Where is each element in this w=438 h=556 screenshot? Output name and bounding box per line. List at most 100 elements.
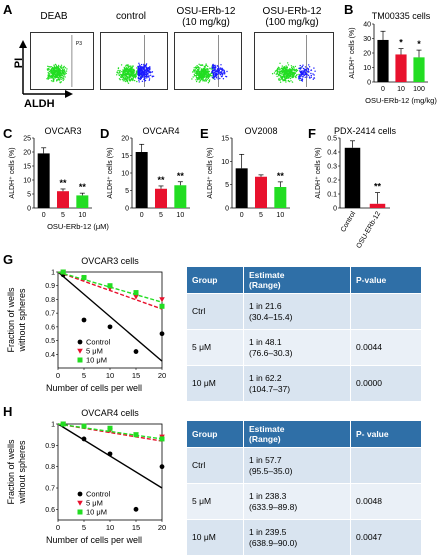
significance-mark: ** (374, 182, 382, 192)
x-tick-label: 0 (56, 523, 60, 532)
event-dot (195, 75, 197, 77)
y-tick-label: 20 (121, 136, 129, 143)
x-axis-label: OSU-ERb-12 (μM) (47, 222, 109, 231)
panel-letter-g: G (3, 252, 14, 267)
event-dot (63, 71, 65, 74)
event-dot (60, 66, 63, 68)
event-dot (289, 77, 292, 80)
event-dot (212, 69, 215, 71)
event-dot (53, 74, 55, 77)
event-dot (196, 77, 198, 79)
event-dot (197, 66, 200, 69)
data-point (107, 324, 113, 330)
event-dot (301, 70, 303, 72)
event-dot (53, 80, 55, 82)
bar (155, 188, 167, 208)
event-dot (118, 78, 121, 80)
event-dot (133, 79, 136, 82)
bar (235, 168, 248, 208)
event-dot (146, 74, 148, 76)
legend-entry: 10 μM (86, 356, 107, 365)
event-dot (201, 77, 203, 79)
event-dot (278, 75, 280, 77)
flow-title-10mgkg: OSU-ERb-12 (10 mg/kg) (176, 6, 236, 28)
event-dot (127, 68, 130, 70)
x-tick-label: 100 (413, 86, 425, 93)
event-dot (116, 74, 118, 76)
x-tick-label: 5 (82, 371, 86, 380)
significance-mark: ** (79, 182, 87, 192)
y-tick-label: 0.8 (45, 464, 55, 471)
event-dot (143, 73, 145, 76)
y-axis-label: ALDH⁺ cells (%) (207, 147, 214, 198)
event-dot (128, 76, 130, 78)
data-point (159, 464, 165, 470)
event-dot (310, 69, 313, 71)
x-arrow-head (65, 90, 73, 98)
event-dot (302, 70, 304, 72)
data-point (133, 506, 139, 512)
event-dot (301, 65, 303, 68)
event-dot (302, 67, 305, 70)
y-tick-label: 0 (333, 206, 337, 213)
event-dot (289, 68, 291, 70)
event-dot (144, 72, 147, 74)
event-dot (148, 78, 151, 80)
event-dot (216, 65, 219, 67)
table-row: 5 μM 1 in 48.1 (76.6–30.3) 0.0044 (186, 329, 422, 366)
event-dot (58, 78, 60, 80)
event-dot (310, 76, 312, 78)
flow-plot-control (100, 32, 168, 90)
event-dot (278, 77, 280, 80)
event-dot (308, 71, 310, 73)
event-dot (280, 76, 283, 78)
y-tick-label: 0.9 (45, 443, 55, 450)
event-dot (212, 73, 214, 76)
x-tick-label: OSU-ERb-12 (356, 210, 383, 249)
table-row: 10 μM 1 in 239.5 (638.9–90.0) 0.0047 (186, 519, 422, 556)
event-dot (282, 79, 284, 81)
y-tick-label: 15 (221, 136, 229, 143)
event-dot (128, 78, 130, 81)
event-dot (127, 82, 130, 84)
event-dot (125, 69, 127, 72)
event-dot (217, 72, 220, 74)
bar (255, 176, 267, 208)
event-dot (298, 77, 300, 79)
table-cell: 10 μM (186, 519, 244, 556)
event-dot (286, 71, 288, 73)
event-dot (211, 75, 213, 77)
event-dot (201, 69, 204, 72)
event-dot (299, 70, 301, 72)
event-dot (61, 68, 64, 71)
event-dot (288, 80, 291, 83)
event-dot (217, 73, 219, 75)
event-dot (133, 69, 135, 71)
y-axis-label: without spheres (17, 288, 27, 353)
event-dot (219, 74, 222, 76)
event-dot (300, 72, 302, 74)
flow-title-control: control (115, 11, 146, 22)
event-dot (287, 69, 289, 71)
table-cell: Ctrl (186, 447, 244, 484)
event-dot (202, 78, 205, 80)
event-dot (288, 72, 290, 74)
event-dot (64, 76, 66, 78)
chart-title: OVCAR4 (142, 126, 179, 136)
event-dot (280, 73, 283, 75)
event-dot (198, 70, 200, 72)
event-dot (291, 71, 293, 73)
event-dot (57, 76, 60, 79)
event-dot (56, 80, 58, 82)
event-dot (191, 78, 193, 80)
panel-letter-b: B (344, 2, 354, 17)
flow-plot-100mgkg (254, 32, 334, 90)
event-dot (139, 65, 141, 67)
event-dot (124, 78, 127, 80)
table-row: Ctrl 1 in 57.7 (95.5–35.0) (186, 447, 422, 484)
event-dot (221, 67, 223, 69)
event-dot (205, 71, 207, 73)
event-dot (197, 72, 199, 74)
event-dot (141, 66, 143, 68)
